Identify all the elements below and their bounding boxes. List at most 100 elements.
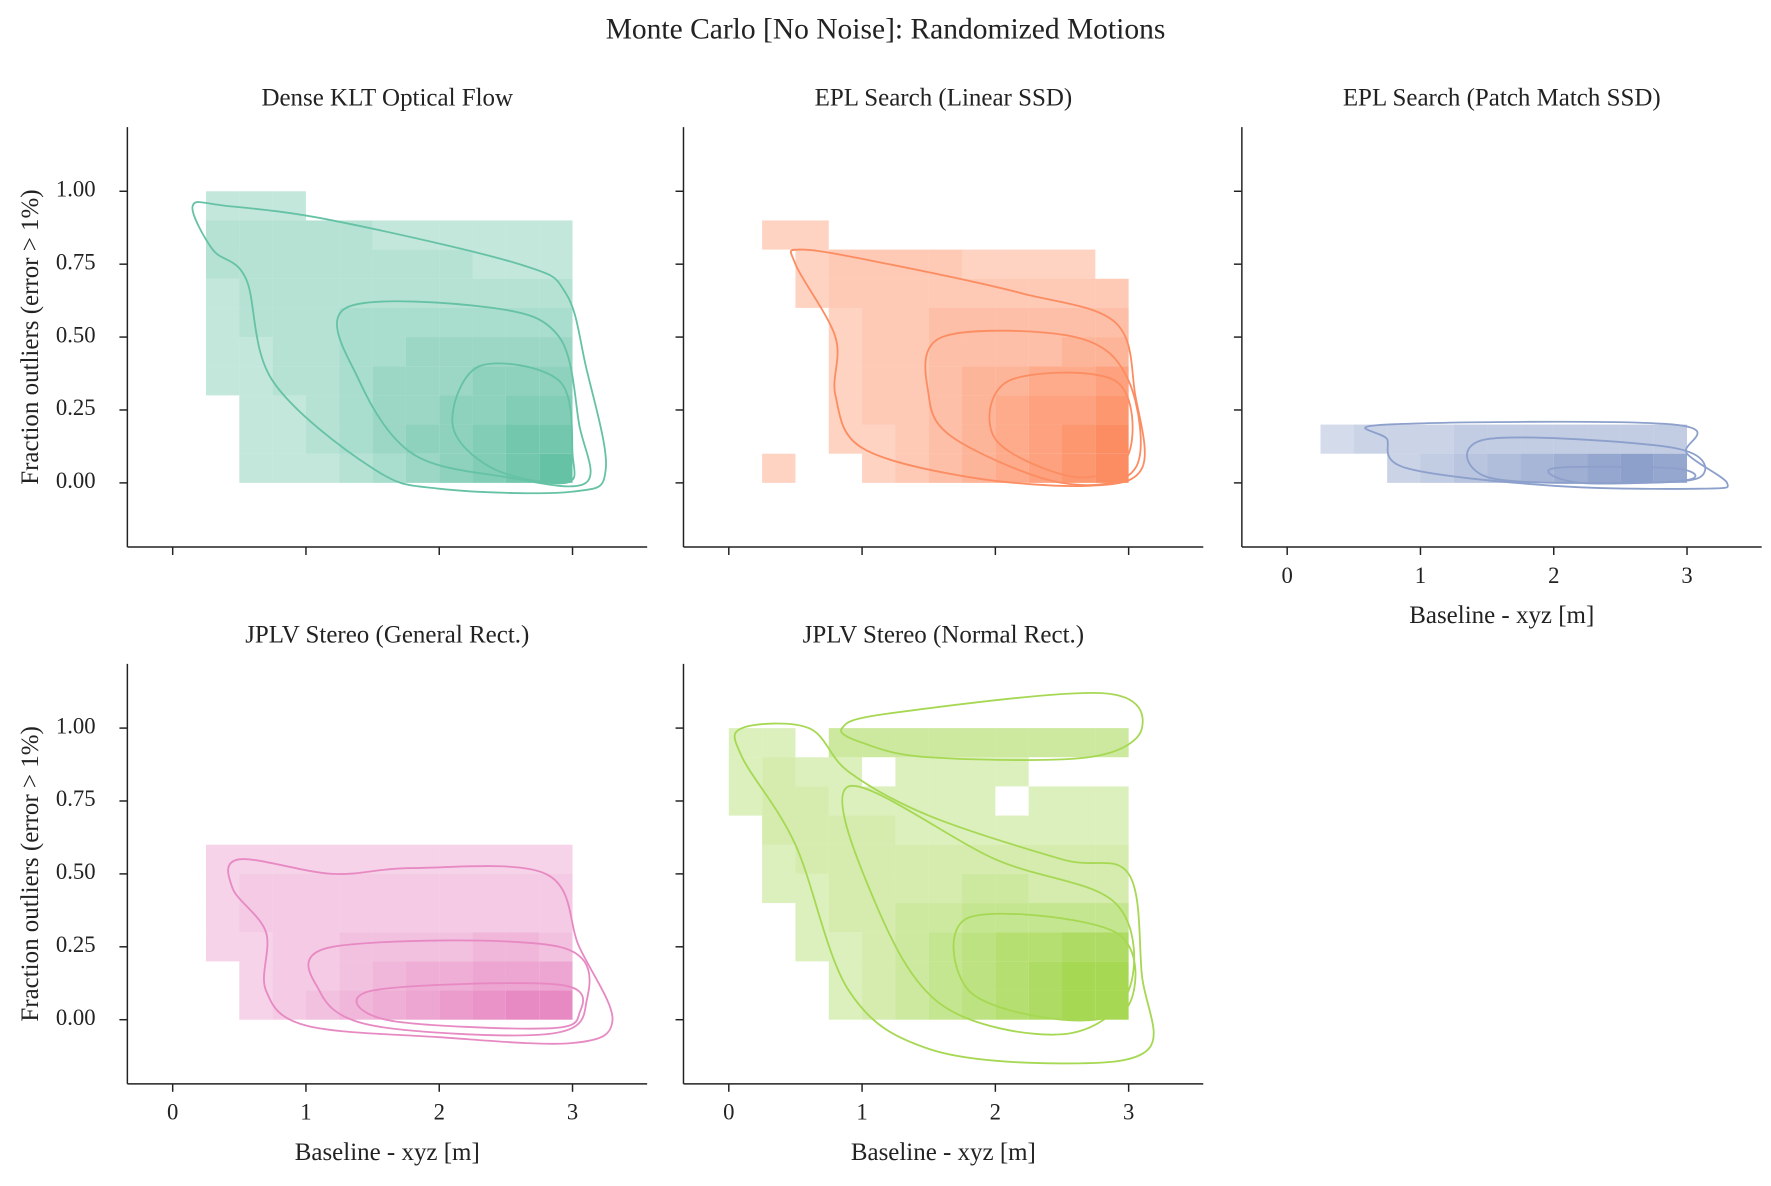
hist-cell [1062,424,1096,454]
hist-cell [1062,453,1096,483]
hist-cell [505,873,540,904]
hist-cell [1487,337,1520,366]
hist-cell [539,786,572,815]
hist-cell [405,424,440,454]
kde-contour [924,329,1142,486]
hist-cell [995,786,1028,815]
hist-cell [1420,191,1453,220]
hist-cell [1520,308,1553,337]
hist-cell [762,873,796,904]
hist-cell [305,278,340,308]
hist-cell [1454,395,1487,424]
hist-cell [1062,366,1096,396]
hist-cell [1387,191,1420,220]
hist-cell [795,191,828,220]
x-tick-label: 1 [1415,563,1426,588]
hist-cell [729,991,762,1020]
y-tick-label: 0.50 [56,322,96,347]
hist-cell [1420,337,1453,366]
hist-cell [173,728,206,757]
hist-cell [339,961,373,991]
hist-cell [173,279,206,308]
hist-cell [239,395,273,425]
hist-cell [339,453,373,483]
hist-cell [895,961,929,991]
hist-cell [1387,308,1420,337]
hist-cell [928,844,963,874]
hist-cell [272,249,306,279]
hist-cell [1062,844,1096,874]
hist-cell [1554,250,1587,279]
hist-cell [506,728,539,757]
hist-cell [239,337,273,367]
hist-cell [1029,757,1062,786]
hist-cell [1287,279,1320,308]
hist-cell [862,932,896,962]
hist-cell [505,961,540,991]
hist-cell [239,191,273,221]
y-tick-label: 0.25 [56,395,96,420]
hist-cell [1654,308,1687,337]
hist-cell [828,728,863,758]
hist-cell [795,873,829,904]
hist-cell [928,903,963,933]
hist-cell [762,395,795,424]
kde-contour [191,201,607,495]
hist-cell [1587,191,1620,220]
hist-cell [1095,786,1129,816]
hist-cell [372,961,406,991]
hist-cell [506,191,539,220]
hist-cell [206,873,240,904]
hist-cell [1454,250,1487,279]
hist-cell [762,961,795,990]
kde-contour [451,362,576,485]
hist-cell [895,191,928,220]
hist-cell [762,366,795,395]
hist-cell [1354,250,1387,279]
hist-cell [239,873,273,904]
hist-cell [439,337,473,367]
hist-cell [962,249,996,279]
hist-cell [1387,424,1421,454]
x-tick-label: 0 [167,1100,178,1125]
hist-cell [828,903,863,933]
hist-cell [1095,337,1129,367]
x-tick-label: 0 [1282,563,1293,588]
hist-cell [1062,815,1096,845]
hist-cell [339,307,373,338]
hist-cell [1095,395,1129,425]
hist-cell [505,903,540,933]
hist-cell [272,424,306,454]
hist-cell [305,249,340,279]
hist-cell [1062,757,1095,786]
hist-cell [1095,873,1129,904]
hist-cell [439,191,472,220]
hist-cell [895,424,929,454]
hist-cell [272,932,306,962]
hist-cell [272,337,306,367]
hist-cell [539,844,573,874]
hist-cell [762,815,796,845]
hist-cell [1454,337,1487,366]
hist-cell [372,424,406,454]
hist-cell [439,932,473,962]
hist-cell [173,191,206,220]
hist-cell [1354,308,1387,337]
hist-cell [239,728,272,757]
hist-cell [439,786,472,815]
hist-cell [862,961,896,991]
hist-cell [1028,990,1063,1020]
hist-cell [795,425,828,454]
kde-contour [840,691,1144,761]
hist-cell [305,453,340,483]
hist-cell [1487,279,1520,308]
hist-cell [1554,366,1587,395]
hist-cell [239,757,272,786]
hist-cell [1587,250,1620,279]
hist-cell [828,757,863,787]
hist-cell [795,932,829,962]
hist-cell [539,191,572,220]
hist-cell [1487,308,1520,337]
hist-cell [729,191,762,220]
